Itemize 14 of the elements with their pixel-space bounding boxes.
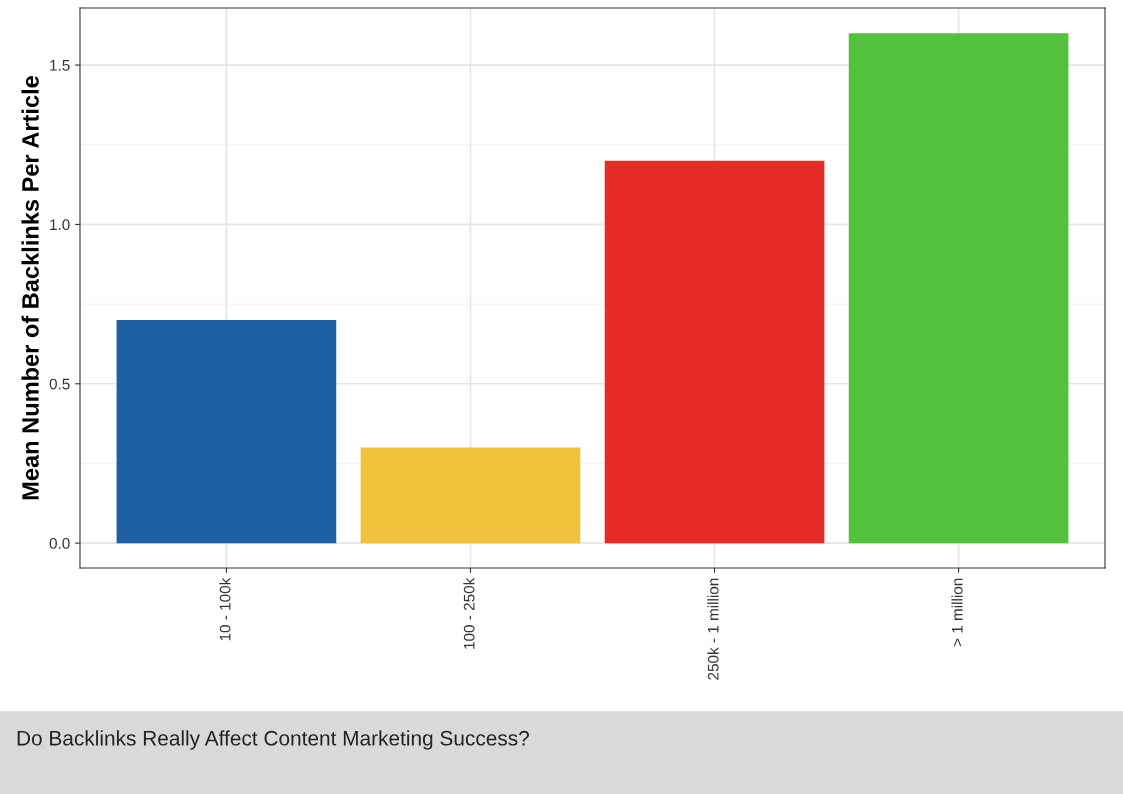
x-tick-label: 10 - 100k xyxy=(219,577,231,641)
x-tick-label: 250k - 1 million xyxy=(707,578,719,680)
x-tick-label: > 1 million xyxy=(951,578,963,647)
y-tick-label: 0.0 xyxy=(49,538,70,549)
y-tick-label: 1.5 xyxy=(50,60,70,71)
y-axis-title: Mean Number of Backlinks Per Article xyxy=(21,76,39,500)
text: Do Backlinks Really Affect Content Marketing Success? xyxy=(17,730,529,750)
x-tick-label: 100 - 250k xyxy=(463,577,475,649)
bar xyxy=(604,160,825,544)
bar xyxy=(360,447,581,544)
bar xyxy=(116,320,337,544)
bar xyxy=(848,33,1069,544)
y-tick-label: 1.0 xyxy=(50,219,70,231)
y-tick-label: 0.5 xyxy=(49,378,70,390)
